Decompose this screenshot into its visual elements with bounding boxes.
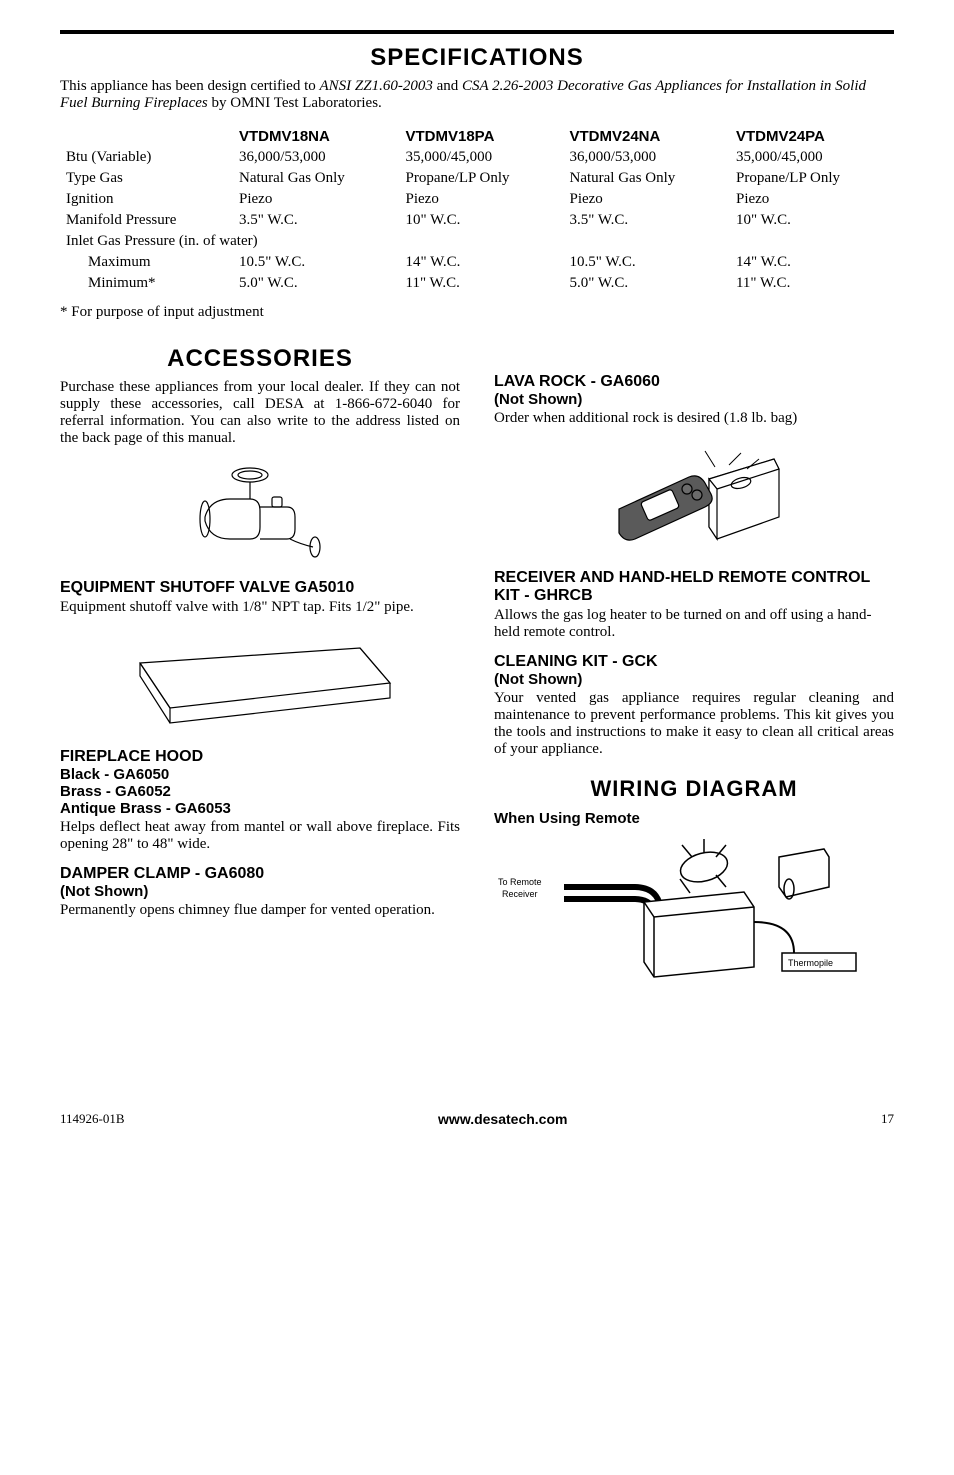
specifications-heading: SPECIFICATIONS — [60, 44, 894, 72]
spec-intro-a: This appliance has been design certified… — [60, 78, 320, 94]
shutoff-body: Equipment shutoff valve with 1/8" NPT ta… — [60, 599, 460, 616]
lava-body: Order when additional rock is desired (1… — [494, 410, 894, 427]
cell: Btu (Variable) — [60, 147, 233, 168]
hood-line-2: Antique Brass - GA6053 — [60, 800, 460, 817]
table-row: Manifold Pressure 3.5" W.C. 10" W.C. 3.5… — [60, 210, 894, 231]
lava-not-shown: (Not Shown) — [494, 391, 894, 408]
cell: Propane/LP Only — [730, 168, 894, 189]
table-row: Inlet Gas Pressure (in. of water) — [60, 231, 894, 252]
wiring-heading: WIRING DIAGRAM — [494, 776, 894, 802]
receiver-body: Allows the gas log heater to be turned o… — [494, 607, 894, 641]
cell: 10" W.C. — [730, 210, 894, 231]
cell: 5.0" W.C. — [233, 273, 400, 294]
cell: Manifold Pressure — [60, 210, 233, 231]
cell: 5.0" W.C. — [563, 273, 730, 294]
table-row: Minimum* 5.0" W.C. 11" W.C. 5.0" W.C. 11… — [60, 273, 894, 294]
damper-body: Permanently opens chimney flue damper fo… — [60, 902, 460, 919]
cell: 10.5" W.C. — [563, 252, 730, 273]
spec-th-2: VTDMV18PA — [400, 126, 564, 147]
cell: Piezo — [730, 189, 894, 210]
damper-title: DAMPER CLAMP - GA6080 — [60, 865, 460, 883]
shutoff-valve-illustration — [60, 459, 460, 569]
table-row: Maximum 10.5" W.C. 14" W.C. 10.5" W.C. 1… — [60, 252, 894, 273]
cell: 36,000/53,000 — [563, 147, 730, 168]
table-row: Btu (Variable) 36,000/53,000 35,000/45,0… — [60, 147, 894, 168]
cell: Ignition — [60, 189, 233, 210]
accessories-intro: Purchase these appliances from your loca… — [60, 379, 460, 447]
cell: 35,000/45,000 — [730, 147, 894, 168]
cell: 10.5" W.C. — [233, 252, 400, 273]
hood-body: Helps deflect heat away from mantel or w… — [60, 819, 460, 853]
cell: Piezo — [563, 189, 730, 210]
wiring-label-receiver-2: Receiver — [502, 889, 538, 899]
spec-intro-c: by OMNI Test Laboratories. — [208, 95, 382, 111]
lava-title: LAVA ROCK - GA6060 — [494, 373, 894, 391]
cell: 36,000/53,000 — [233, 147, 400, 168]
table-row: Type Gas Natural Gas Only Propane/LP Onl… — [60, 168, 894, 189]
fireplace-hood-illustration — [60, 628, 460, 738]
cell: 35,000/45,000 — [400, 147, 564, 168]
cell: 10" W.C. — [400, 210, 564, 231]
spec-th-0 — [60, 126, 233, 147]
wiring-diagram: To Remote Receiver Thermopile — [494, 827, 894, 1007]
spec-intro-b: and — [433, 78, 462, 94]
cell: 14" W.C. — [730, 252, 894, 273]
cell: Piezo — [400, 189, 564, 210]
right-column: LAVA ROCK - GA6060 (Not Shown) Order whe… — [494, 339, 894, 1007]
spec-table-header-row: VTDMV18NA VTDMV18PA VTDMV24NA VTDMV24PA — [60, 126, 894, 147]
footer-center: www.desatech.com — [438, 1111, 567, 1127]
hood-title: FIREPLACE HOOD — [60, 748, 460, 766]
spec-th-1: VTDMV18NA — [233, 126, 400, 147]
spec-intro-i1: ANSI ZZ1.60-2003 — [320, 78, 433, 94]
spec-th-4: VTDMV24PA — [730, 126, 894, 147]
cell: 3.5" W.C. — [233, 210, 400, 231]
cell: Natural Gas Only — [233, 168, 400, 189]
page-footer: 114926-01B www.desatech.com 17 — [60, 1111, 894, 1127]
cell: Piezo — [233, 189, 400, 210]
shutoff-title: EQUIPMENT SHUTOFF VALVE GA5010 — [60, 579, 460, 597]
wiring-when: When Using Remote — [494, 810, 894, 827]
hood-line-1: Brass - GA6052 — [60, 783, 460, 800]
cell: Inlet Gas Pressure (in. of water) — [60, 231, 894, 252]
wiring-label-thermopile: Thermopile — [788, 958, 833, 968]
cell: 11" W.C. — [730, 273, 894, 294]
cell: Type Gas — [60, 168, 233, 189]
spec-th-3: VTDMV24NA — [563, 126, 730, 147]
footer-left: 114926-01B — [60, 1111, 125, 1127]
cell: 11" W.C. — [400, 273, 564, 294]
damper-not-shown: (Not Shown) — [60, 883, 460, 900]
cell: Propane/LP Only — [400, 168, 564, 189]
spec-table: VTDMV18NA VTDMV18PA VTDMV24NA VTDMV24PA … — [60, 126, 894, 294]
top-rule — [60, 30, 894, 34]
remote-illustration — [494, 439, 894, 559]
accessories-heading: ACCESSORIES — [40, 345, 480, 373]
footer-right: 17 — [881, 1111, 894, 1127]
spec-intro: This appliance has been design certified… — [60, 78, 894, 112]
table-row: Ignition Piezo Piezo Piezo Piezo — [60, 189, 894, 210]
left-column: ACCESSORIES Purchase these appliances fr… — [60, 339, 460, 1007]
spec-footnote: * For purpose of input adjustment — [60, 304, 894, 321]
hood-line-0: Black - GA6050 — [60, 766, 460, 783]
cleaning-body: Your vented gas appliance requires regul… — [494, 690, 894, 758]
cell: 3.5" W.C. — [563, 210, 730, 231]
cell: 14" W.C. — [400, 252, 564, 273]
cleaning-not-shown: (Not Shown) — [494, 671, 894, 688]
cell: Natural Gas Only — [563, 168, 730, 189]
cell: Minimum* — [60, 273, 233, 294]
cell: Maximum — [60, 252, 233, 273]
wiring-label-receiver-1: To Remote — [498, 877, 542, 887]
receiver-title: RECEIVER AND HAND-HELD REMOTE CONTROL KI… — [494, 569, 894, 605]
cleaning-title: CLEANING KIT - GCK — [494, 653, 894, 671]
